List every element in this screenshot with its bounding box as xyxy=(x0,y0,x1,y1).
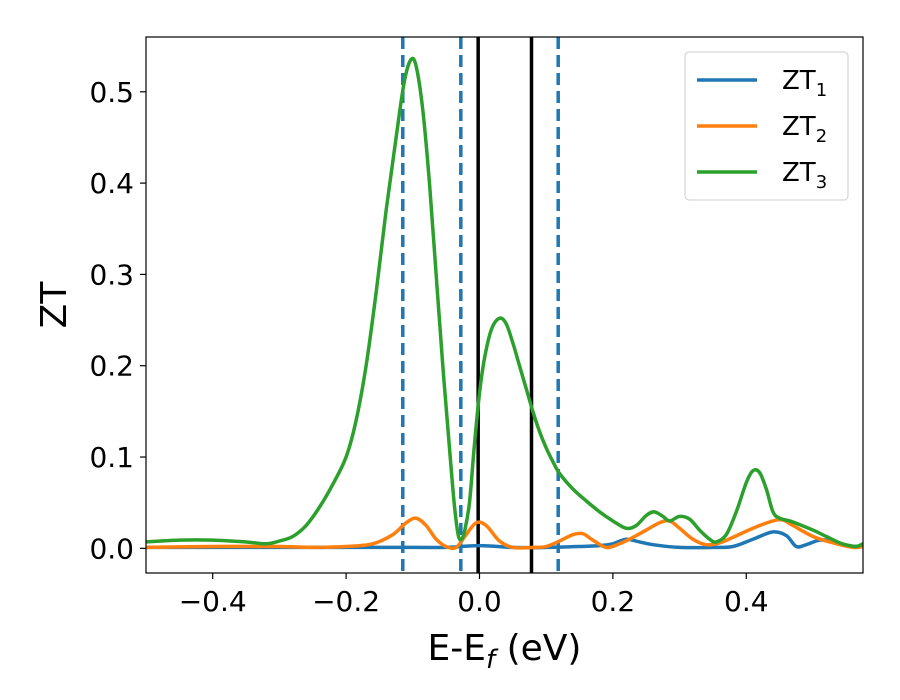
legend-label-main: ZT xyxy=(782,112,816,142)
x-axis-title: E-Ef (eV) xyxy=(428,628,582,675)
y-tick-label: 0.0 xyxy=(89,532,134,565)
x-tick-label: −0.4 xyxy=(179,585,247,618)
legend-label-main: ZT xyxy=(782,158,816,188)
y-tick-label: 0.5 xyxy=(89,76,134,109)
x-tick-label: 0.2 xyxy=(591,585,636,618)
legend-label-subscript: 2 xyxy=(816,126,827,147)
legend-label-subscript: 1 xyxy=(816,80,827,101)
y-tick-label: 0.1 xyxy=(89,441,134,474)
reference-lines xyxy=(401,37,560,573)
legend-box xyxy=(684,51,849,201)
y-tick-label: 0.4 xyxy=(89,167,134,200)
legend-label-main: ZT xyxy=(782,66,816,96)
legend-label-subscript: 3 xyxy=(816,172,827,193)
plot-frame xyxy=(145,36,864,574)
y-axis-ticks: 0.0 0.1 0.2 0.3 0.4 0.5 xyxy=(89,76,146,565)
y-tick-label: 0.2 xyxy=(89,350,134,383)
x-axis-title-main: E-E xyxy=(428,628,486,669)
x-tick-label: 0.4 xyxy=(724,585,769,618)
series-line-zt3 xyxy=(146,56,863,549)
y-tick-label: 0.3 xyxy=(89,258,134,291)
legend-label-zt2: ZT2 xyxy=(782,112,827,147)
y-axis-title: ZT xyxy=(34,281,75,329)
legend-label-zt3: ZT3 xyxy=(782,158,827,193)
series-line-zt2 xyxy=(146,516,863,551)
x-tick-label: −0.2 xyxy=(312,585,380,618)
x-axis-title-unit: (eV) xyxy=(495,628,581,669)
series-lines xyxy=(146,56,863,551)
legend-label-zt1: ZT1 xyxy=(782,66,827,101)
x-tick-label: 0.0 xyxy=(457,585,502,618)
x-axis-ticks: −0.4 −0.2 0.0 0.2 0.4 xyxy=(179,573,769,618)
